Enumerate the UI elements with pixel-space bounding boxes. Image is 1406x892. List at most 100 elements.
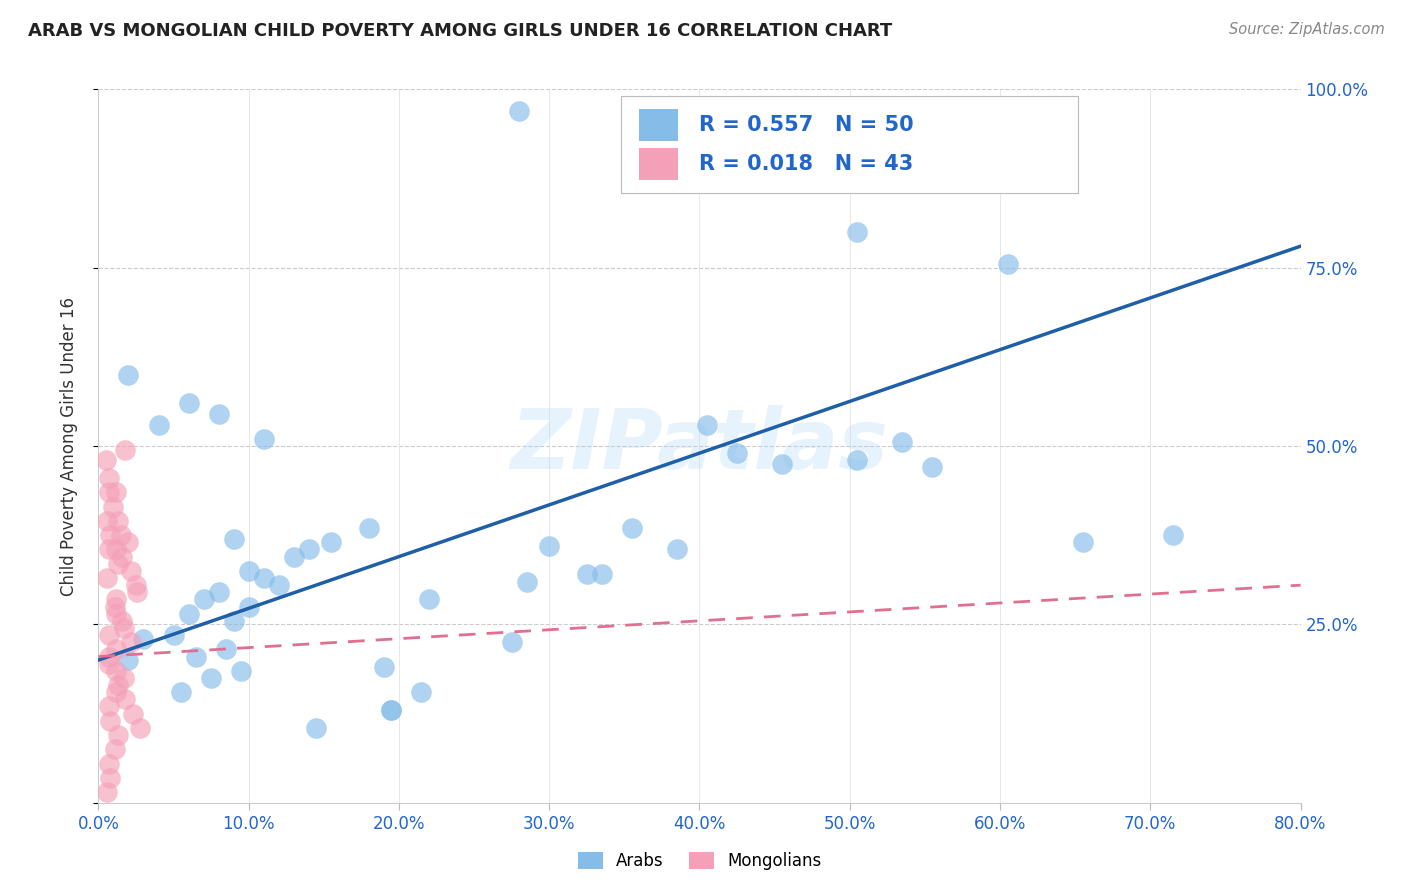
Point xyxy=(97,471,120,485)
Point xyxy=(104,742,127,756)
Point xyxy=(200,671,222,685)
Point xyxy=(125,578,148,592)
Point xyxy=(253,571,276,585)
Point xyxy=(127,585,149,599)
Text: ZIPatlas: ZIPatlas xyxy=(510,406,889,486)
Point xyxy=(97,699,120,714)
Point xyxy=(516,574,538,589)
Point xyxy=(222,614,245,628)
Point xyxy=(846,225,869,239)
Point xyxy=(94,453,117,467)
Point xyxy=(770,457,793,471)
Point xyxy=(117,535,139,549)
Point xyxy=(105,542,128,557)
Point xyxy=(725,446,748,460)
Point xyxy=(665,542,688,557)
Point xyxy=(215,642,238,657)
Point xyxy=(418,592,440,607)
Point xyxy=(997,257,1019,271)
Point xyxy=(105,642,128,657)
Legend: Arabs, Mongolians: Arabs, Mongolians xyxy=(571,845,828,877)
Point xyxy=(298,542,321,557)
Point xyxy=(177,396,200,410)
Point xyxy=(105,592,128,607)
Point xyxy=(231,664,253,678)
Point xyxy=(253,432,276,446)
Point xyxy=(117,368,139,382)
Point xyxy=(222,532,245,546)
FancyBboxPatch shape xyxy=(621,96,1078,193)
Point xyxy=(122,706,145,721)
Point xyxy=(110,528,132,542)
FancyBboxPatch shape xyxy=(640,148,678,180)
Point xyxy=(1161,528,1184,542)
Point xyxy=(100,528,122,542)
Point xyxy=(696,417,718,432)
Point xyxy=(891,435,914,450)
Text: ARAB VS MONGOLIAN CHILD POVERTY AMONG GIRLS UNDER 16 CORRELATION CHART: ARAB VS MONGOLIAN CHILD POVERTY AMONG GI… xyxy=(28,22,893,40)
Point xyxy=(591,567,613,582)
Point xyxy=(107,728,129,742)
Point xyxy=(380,703,402,717)
Point xyxy=(305,721,328,735)
FancyBboxPatch shape xyxy=(640,109,678,141)
Point xyxy=(184,649,207,664)
Point xyxy=(97,649,120,664)
Point xyxy=(538,539,561,553)
Point xyxy=(105,685,128,699)
Point xyxy=(177,607,200,621)
Point xyxy=(148,417,170,432)
Point xyxy=(501,635,523,649)
Point xyxy=(111,614,134,628)
Point xyxy=(97,485,120,500)
Point xyxy=(107,514,129,528)
Point xyxy=(121,564,143,578)
Text: R = 0.018   N = 43: R = 0.018 N = 43 xyxy=(700,153,914,174)
Point xyxy=(100,771,122,785)
Point xyxy=(105,485,128,500)
Point xyxy=(575,567,598,582)
Point xyxy=(208,585,231,599)
Point xyxy=(107,557,129,571)
Point xyxy=(105,664,128,678)
Point xyxy=(267,578,290,592)
Point xyxy=(162,628,184,642)
Point xyxy=(238,599,260,614)
Point xyxy=(321,535,343,549)
Point xyxy=(170,685,193,699)
Point xyxy=(112,621,135,635)
Point xyxy=(208,407,231,421)
Point xyxy=(97,628,120,642)
Point xyxy=(107,678,129,692)
Point xyxy=(96,571,118,585)
Point xyxy=(373,660,395,674)
Point xyxy=(283,549,305,564)
Point xyxy=(111,549,134,564)
Point xyxy=(97,657,120,671)
Point xyxy=(921,460,943,475)
Point xyxy=(508,103,530,118)
Y-axis label: Child Poverty Among Girls Under 16: Child Poverty Among Girls Under 16 xyxy=(59,296,77,596)
Point xyxy=(105,607,128,621)
Point xyxy=(96,785,118,799)
Text: Source: ZipAtlas.com: Source: ZipAtlas.com xyxy=(1229,22,1385,37)
Point xyxy=(411,685,433,699)
Point xyxy=(132,632,155,646)
Point xyxy=(104,599,127,614)
Point xyxy=(121,635,143,649)
Point xyxy=(129,721,152,735)
Point xyxy=(97,542,120,557)
Point xyxy=(114,692,136,706)
Point xyxy=(1071,535,1094,549)
Point xyxy=(114,442,136,457)
Point xyxy=(100,714,122,728)
Point xyxy=(112,671,135,685)
Point xyxy=(117,653,139,667)
Point xyxy=(238,564,260,578)
Point xyxy=(97,756,120,771)
Point xyxy=(103,500,125,514)
Point xyxy=(357,521,380,535)
Text: R = 0.557   N = 50: R = 0.557 N = 50 xyxy=(700,115,914,136)
Point xyxy=(846,453,869,467)
Point xyxy=(620,521,643,535)
